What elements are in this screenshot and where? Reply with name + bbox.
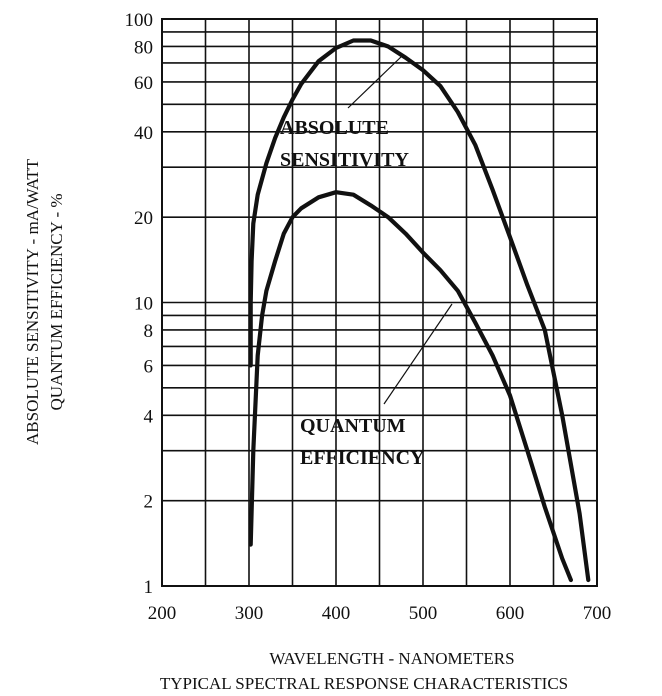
quantum-efficiency-curve [248,190,573,583]
plot-frame [161,18,598,587]
y-axis-label-line-2: QUANTUM EFFICIENCY - % [47,193,66,410]
series-labels: ABSOLUTE SENSITIVITY QUANTUM EFFICIENCY [280,117,425,469]
y-tick-label: 40 [134,123,153,144]
grid-lines [161,18,598,587]
y-axis-label-line-1: ABSOLUTE SENSITIVITY - mA/WATT [23,158,42,445]
x-tick-labels: 200 300 400 500 600 700 [148,603,612,624]
y-tick-label: 60 [134,73,153,94]
x-tick-label: 700 [583,603,612,624]
y-tick-label: 80 [134,37,153,58]
y-tick-label: 20 [134,208,153,229]
x-axis-label: WAVELENGTH - NANOMETERS [269,649,514,668]
y-tick-label: 6 [144,356,154,377]
y-tick-label: 8 [144,321,154,342]
x-tick-label: 300 [235,603,264,624]
chart-title: TYPICAL SPECTRAL RESPONSE CHARACTERISTIC… [160,674,568,693]
absolute-sensitivity-label-line-1: ABSOLUTE [280,117,389,139]
quantum-efficiency-label-line-1: QUANTUM [300,415,406,437]
leader-lines [347,55,453,405]
absolute-sensitivity-label-line-2: SENSITIVITY [280,149,410,171]
absolute-sensitivity-leader [347,55,403,109]
curves [248,38,591,583]
quantum-efficiency-label-line-2: EFFICIENCY [300,447,425,469]
y-tick-label: 2 [144,492,154,513]
y-tick-label: 100 [125,10,154,31]
x-tick-label: 200 [148,603,177,624]
y-tick-label: 1 [144,577,154,598]
x-tick-label: 400 [322,603,351,624]
y-tick-labels: 1 2 4 6 8 10 20 40 60 80 100 [125,10,154,598]
absolute-sensitivity-curve [248,38,591,583]
y-tick-label: 10 [134,294,153,315]
quantum-efficiency-leader [383,303,453,405]
quantum-efficiency-label: QUANTUM EFFICIENCY [300,415,425,469]
x-tick-label: 500 [409,603,438,624]
absolute-sensitivity-label: ABSOLUTE SENSITIVITY [280,117,410,171]
x-tick-label: 600 [496,603,525,624]
y-tick-label: 4 [144,406,154,427]
